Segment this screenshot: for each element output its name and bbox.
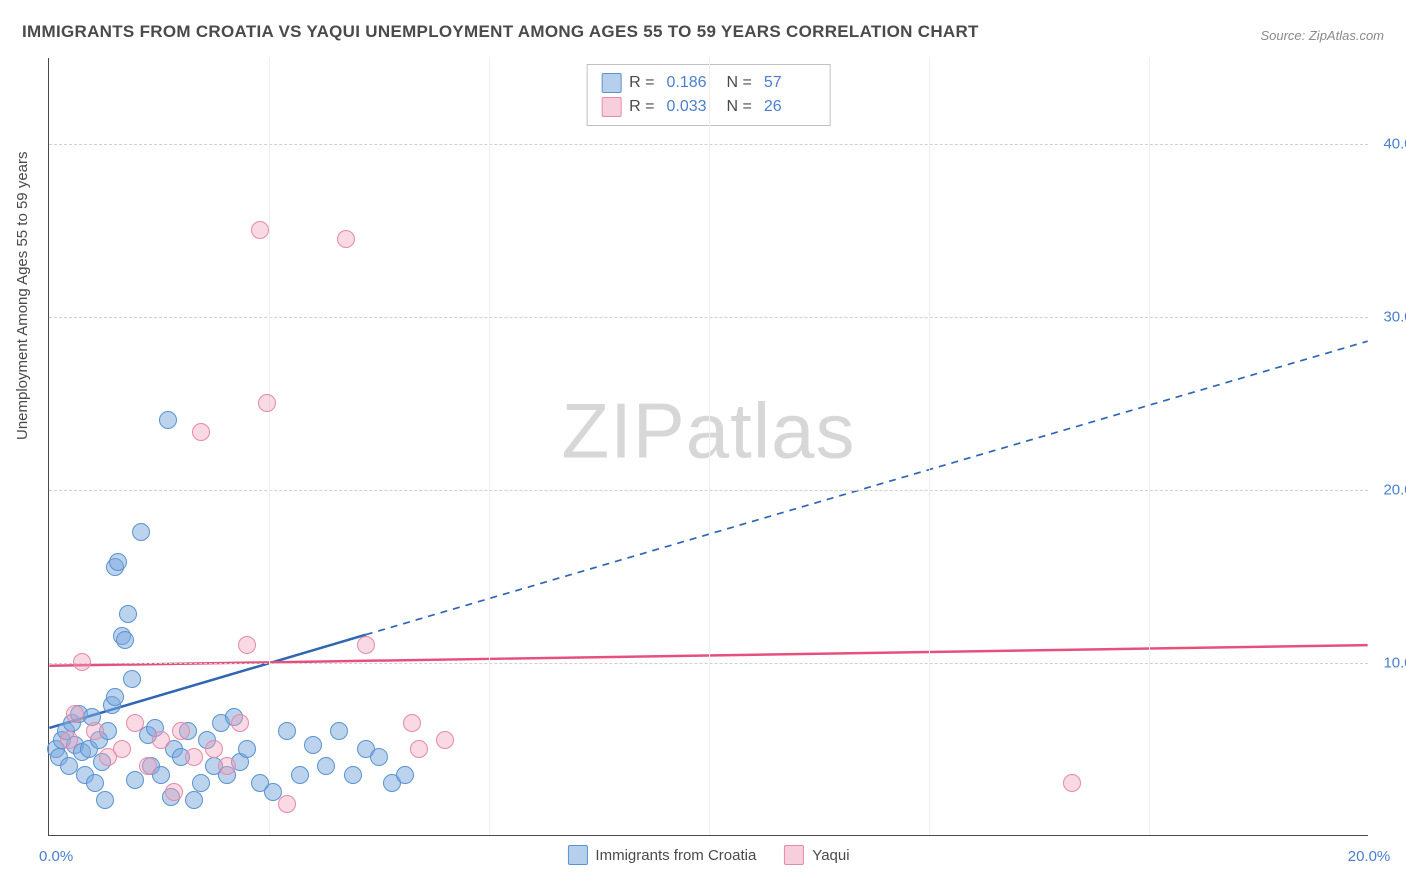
swatch-blue-icon <box>567 845 587 865</box>
watermark-thin: atlas <box>686 386 856 474</box>
scatter-point <box>106 688 124 706</box>
scatter-point <box>436 731 454 749</box>
scatter-point <box>172 722 190 740</box>
scatter-point <box>304 736 322 754</box>
scatter-point <box>159 411 177 429</box>
scatter-point <box>60 757 78 775</box>
x-tick-label: 20.0% <box>1348 848 1391 865</box>
x-tick-label: 0.0% <box>39 848 73 865</box>
scatter-point <box>126 714 144 732</box>
scatter-point <box>119 605 137 623</box>
scatter-point <box>403 714 421 732</box>
y-tick-label: 20.0% <box>1383 482 1406 499</box>
y-tick-label: 30.0% <box>1383 309 1406 326</box>
scatter-point <box>370 748 388 766</box>
y-tick-label: 40.0% <box>1383 136 1406 153</box>
chart-title: IMMIGRANTS FROM CROATIA VS YAQUI UNEMPLO… <box>22 22 979 42</box>
n-value-1: 26 <box>764 95 816 119</box>
scatter-point <box>1063 774 1081 792</box>
scatter-point <box>396 766 414 784</box>
n-label-0: N = <box>727 71 752 95</box>
scatter-point <box>86 722 104 740</box>
scatter-point <box>86 774 104 792</box>
scatter-point <box>73 653 91 671</box>
scatter-point <box>123 670 141 688</box>
swatch-blue-icon <box>601 73 621 93</box>
scatter-point <box>139 757 157 775</box>
swatch-pink-icon <box>601 97 621 117</box>
gridline-v <box>709 58 710 835</box>
r-value-1: 0.033 <box>667 95 719 119</box>
legend-item-1: Yaqui <box>784 845 849 865</box>
source-text: Source: ZipAtlas.com <box>1260 28 1384 43</box>
gridline-v <box>489 58 490 835</box>
scatter-point <box>185 748 203 766</box>
scatter-point <box>192 423 210 441</box>
scatter-point <box>238 740 256 758</box>
scatter-point <box>126 771 144 789</box>
trend-line-dashed <box>366 341 1368 635</box>
scatter-point <box>152 731 170 749</box>
scatter-point <box>165 783 183 801</box>
y-tick-label: 10.0% <box>1383 655 1406 672</box>
scatter-point <box>60 731 78 749</box>
scatter-point <box>238 636 256 654</box>
scatter-point <box>185 791 203 809</box>
scatter-point <box>66 705 84 723</box>
r-label-1: R = <box>629 95 654 119</box>
scatter-point <box>357 636 375 654</box>
plot-area: ZIPatlas R = 0.186 N = 57 R = 0.033 N = … <box>48 58 1368 836</box>
swatch-pink-icon <box>784 845 804 865</box>
scatter-point <box>116 631 134 649</box>
scatter-point <box>96 791 114 809</box>
scatter-point <box>109 553 127 571</box>
n-value-0: 57 <box>764 71 816 95</box>
r-value-0: 0.186 <box>667 71 719 95</box>
scatter-point <box>218 757 236 775</box>
scatter-point <box>278 795 296 813</box>
scatter-point <box>410 740 428 758</box>
n-label-1: N = <box>727 95 752 119</box>
y-axis-label: Unemployment Among Ages 55 to 59 years <box>14 151 31 440</box>
gridline-v <box>1149 58 1150 835</box>
scatter-point <box>113 740 131 758</box>
legend-label-1: Yaqui <box>812 847 849 864</box>
gridline-v <box>269 58 270 835</box>
watermark-bold: ZIP <box>561 386 685 474</box>
r-label-0: R = <box>629 71 654 95</box>
scatter-point <box>205 740 223 758</box>
scatter-point <box>330 722 348 740</box>
scatter-point <box>337 230 355 248</box>
scatter-point <box>231 714 249 732</box>
scatter-point <box>278 722 296 740</box>
scatter-point <box>192 774 210 792</box>
scatter-point <box>291 766 309 784</box>
scatter-point <box>317 757 335 775</box>
legend-item-0: Immigrants from Croatia <box>567 845 756 865</box>
scatter-point <box>344 766 362 784</box>
gridline-v <box>929 58 930 835</box>
scatter-point <box>132 523 150 541</box>
series-legend: Immigrants from Croatia Yaqui <box>567 845 849 865</box>
legend-label-0: Immigrants from Croatia <box>595 847 756 864</box>
scatter-point <box>258 394 276 412</box>
scatter-point <box>251 221 269 239</box>
